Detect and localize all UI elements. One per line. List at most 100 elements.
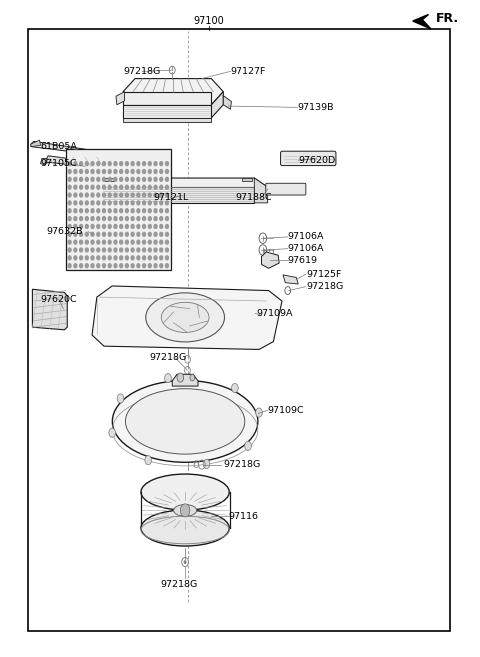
Polygon shape [92, 286, 282, 350]
Circle shape [114, 209, 117, 213]
Circle shape [120, 263, 122, 267]
Circle shape [154, 233, 157, 237]
Circle shape [108, 233, 111, 237]
Circle shape [137, 217, 140, 221]
Circle shape [166, 233, 168, 237]
Circle shape [68, 170, 71, 173]
Polygon shape [123, 104, 211, 118]
Circle shape [160, 248, 163, 252]
Circle shape [166, 240, 168, 244]
Circle shape [97, 177, 100, 181]
Circle shape [114, 240, 117, 244]
Circle shape [97, 185, 100, 189]
Polygon shape [413, 14, 431, 29]
Circle shape [148, 217, 151, 221]
Circle shape [148, 201, 151, 205]
Circle shape [166, 225, 168, 229]
Circle shape [80, 177, 83, 181]
Circle shape [160, 240, 163, 244]
Bar [66, 148, 171, 269]
Circle shape [120, 225, 122, 229]
Circle shape [74, 256, 77, 260]
Circle shape [74, 162, 77, 166]
Circle shape [97, 233, 100, 237]
Circle shape [131, 225, 134, 229]
Circle shape [85, 162, 88, 166]
Circle shape [85, 170, 88, 173]
Circle shape [125, 177, 128, 181]
Circle shape [148, 209, 151, 213]
Polygon shape [123, 92, 211, 104]
Circle shape [108, 256, 111, 260]
Circle shape [125, 256, 128, 260]
Circle shape [160, 217, 163, 221]
Circle shape [137, 209, 140, 213]
Circle shape [74, 240, 77, 244]
Circle shape [120, 240, 122, 244]
Circle shape [120, 209, 122, 213]
Ellipse shape [146, 293, 225, 342]
Polygon shape [262, 252, 279, 268]
Circle shape [137, 248, 140, 252]
Polygon shape [223, 96, 231, 109]
Polygon shape [254, 178, 268, 203]
Circle shape [103, 248, 106, 252]
Circle shape [120, 185, 122, 189]
Circle shape [137, 225, 140, 229]
Circle shape [125, 217, 128, 221]
Circle shape [125, 185, 128, 189]
Circle shape [114, 256, 117, 260]
Text: 97106A: 97106A [288, 244, 324, 253]
Circle shape [120, 256, 122, 260]
Circle shape [114, 217, 117, 221]
Circle shape [114, 177, 117, 181]
Circle shape [160, 185, 163, 189]
Circle shape [120, 162, 122, 166]
Circle shape [91, 177, 94, 181]
Circle shape [117, 394, 124, 403]
Circle shape [160, 170, 163, 173]
Text: 97218G: 97218G [160, 580, 198, 589]
Circle shape [143, 256, 145, 260]
Circle shape [74, 201, 77, 205]
Circle shape [109, 428, 116, 438]
Polygon shape [102, 178, 268, 196]
Circle shape [103, 263, 106, 267]
Text: 97218G: 97218G [123, 67, 160, 76]
Circle shape [148, 177, 151, 181]
Circle shape [148, 233, 151, 237]
Circle shape [154, 248, 157, 252]
Circle shape [80, 209, 83, 213]
Circle shape [91, 170, 94, 173]
Circle shape [74, 217, 77, 221]
Polygon shape [123, 118, 211, 122]
Circle shape [131, 248, 134, 252]
Circle shape [108, 162, 111, 166]
Circle shape [154, 162, 157, 166]
Circle shape [85, 233, 88, 237]
Circle shape [120, 170, 122, 173]
Circle shape [137, 201, 140, 205]
Circle shape [91, 217, 94, 221]
Circle shape [160, 256, 163, 260]
Circle shape [103, 217, 106, 221]
Circle shape [154, 225, 157, 229]
Circle shape [160, 193, 163, 197]
Circle shape [137, 263, 140, 267]
Circle shape [68, 256, 71, 260]
Circle shape [125, 240, 128, 244]
Circle shape [143, 248, 145, 252]
Circle shape [108, 225, 111, 229]
Circle shape [74, 248, 77, 252]
Circle shape [97, 225, 100, 229]
Text: FR.: FR. [436, 12, 459, 25]
Circle shape [108, 209, 111, 213]
Polygon shape [40, 158, 47, 165]
Circle shape [103, 233, 106, 237]
Circle shape [177, 373, 184, 382]
Text: 97105C: 97105C [40, 159, 77, 168]
Polygon shape [31, 140, 40, 147]
Text: ð: ð [192, 460, 199, 470]
Circle shape [68, 185, 71, 189]
Circle shape [80, 263, 83, 267]
